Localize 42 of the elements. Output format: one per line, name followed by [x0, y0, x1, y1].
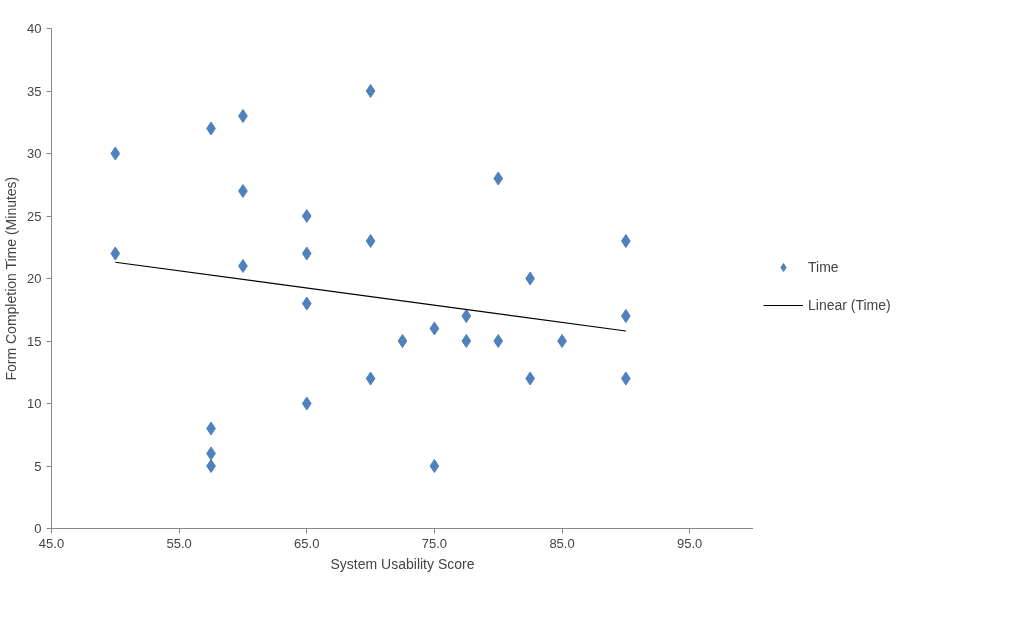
y-tick-label: 35: [27, 83, 42, 99]
point: [365, 371, 376, 386]
legend-label: Linear (Time): [808, 297, 891, 313]
y-tick-label: 20: [27, 271, 42, 286]
point: [238, 184, 248, 198]
point: [493, 334, 504, 348]
point: [429, 321, 440, 336]
point: [238, 259, 248, 273]
x-tick-label: 95.0: [677, 535, 703, 551]
point: [301, 246, 312, 261]
point: [397, 334, 408, 348]
point: [461, 334, 472, 348]
x-tick-label: 75.0: [421, 535, 448, 551]
point: [206, 459, 216, 473]
point: [365, 234, 376, 248]
point: [301, 296, 312, 311]
x-axis-title: System Usability Score: [330, 555, 475, 572]
point: [493, 171, 504, 186]
point: [110, 246, 121, 261]
y-tick-label: 0: [34, 521, 42, 536]
point: [365, 84, 376, 98]
y-tick-label: 30: [27, 146, 42, 161]
y-tick-label: 15: [27, 333, 42, 349]
point: [621, 234, 631, 248]
point: [110, 146, 121, 161]
point: [429, 459, 440, 473]
y-tick-label: 10: [27, 396, 42, 411]
point: [301, 209, 312, 223]
point: [461, 309, 472, 323]
y-axis-title: Form Completion Time (Minutes): [3, 176, 20, 381]
x-tick-label: 45.0: [38, 535, 65, 551]
point: [621, 309, 631, 323]
y-tick-label: 5: [34, 458, 42, 474]
point: [557, 334, 567, 348]
y-tick-label: 40: [27, 21, 42, 36]
x-tick-label: 85.0: [549, 535, 575, 551]
point: [238, 109, 248, 123]
point: [301, 396, 312, 411]
legend-label: Time: [808, 259, 839, 275]
y-tick-label: 25: [27, 208, 42, 224]
x-tick-label: 55.0: [166, 535, 192, 551]
x-tick-label: 65.0: [294, 535, 320, 551]
